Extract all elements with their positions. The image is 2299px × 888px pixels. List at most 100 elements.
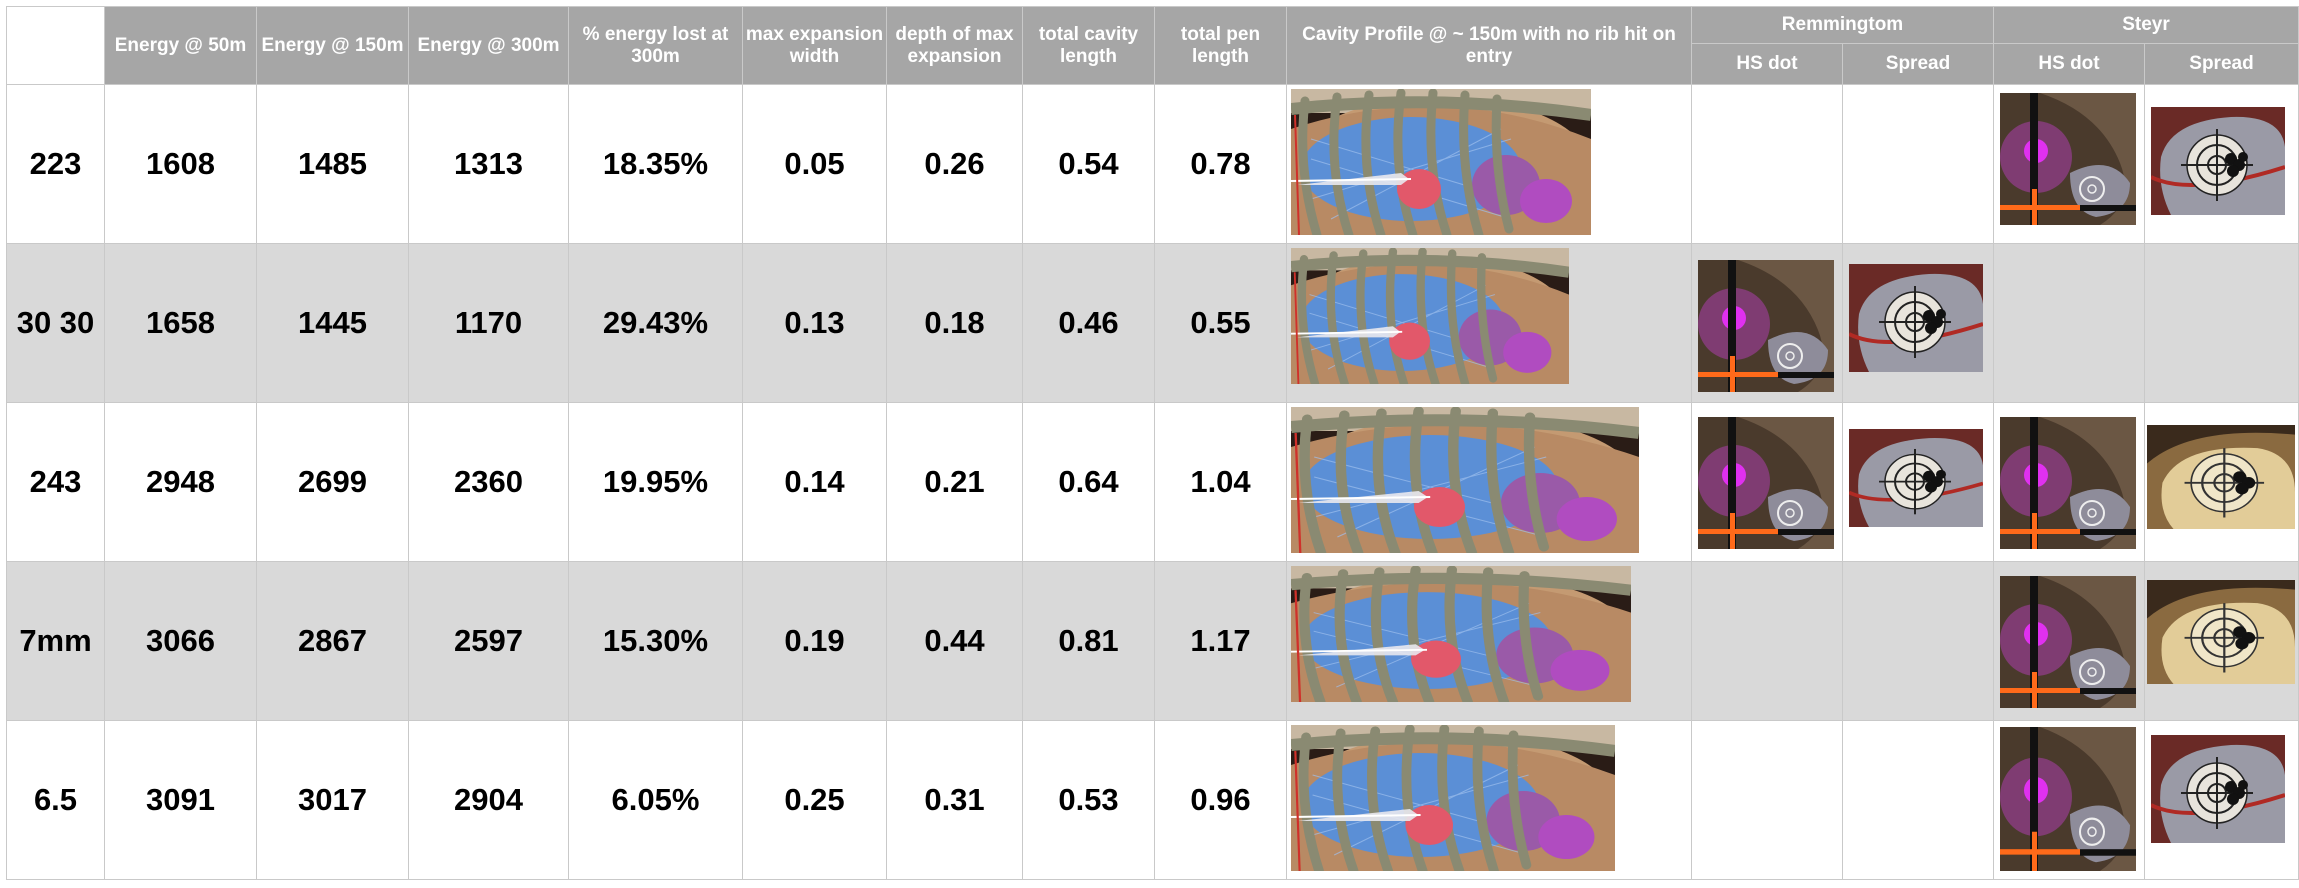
header-total-pen-length[interactable]: total pen length bbox=[1154, 6, 1287, 85]
cell-total-pen-length[interactable]: 0.96 bbox=[1154, 720, 1287, 880]
cell-cavity-profile[interactable] bbox=[1286, 561, 1692, 721]
cell-depth-max-expansion[interactable]: 0.18 bbox=[886, 243, 1023, 403]
spread-target-image[interactable] bbox=[1849, 429, 1983, 527]
cell-steyr-spread[interactable] bbox=[2144, 720, 2299, 880]
cell-energy-50m[interactable]: 3066 bbox=[104, 561, 257, 721]
cell-remington-spread[interactable] bbox=[1842, 243, 1994, 403]
cell-max-expansion-width[interactable]: 0.05 bbox=[742, 84, 887, 244]
cell-energy-300m[interactable]: 2904 bbox=[408, 720, 569, 880]
header-remington-hs-dot[interactable]: HS dot bbox=[1691, 43, 1843, 85]
cell-steyr-hs-dot[interactable] bbox=[1993, 720, 2145, 880]
cell-remington-hs-dot[interactable] bbox=[1691, 561, 1843, 721]
cell-energy-150m[interactable]: 3017 bbox=[256, 720, 409, 880]
header-pct-energy-lost[interactable]: % energy lost at 300m bbox=[568, 6, 743, 85]
cell-total-pen-length[interactable]: 1.17 bbox=[1154, 561, 1287, 721]
cell-total-cavity-length[interactable]: 0.81 bbox=[1022, 561, 1155, 721]
cell-steyr-spread[interactable] bbox=[2144, 561, 2299, 721]
cell-energy-50m[interactable]: 1608 bbox=[104, 84, 257, 244]
header-group-steyr[interactable]: Steyr bbox=[1993, 6, 2299, 44]
cell-steyr-hs-dot[interactable] bbox=[1993, 561, 2145, 721]
cell-pct-lost[interactable]: 6.05% bbox=[568, 720, 743, 880]
header-group-remington[interactable]: Remmingtom bbox=[1691, 6, 1994, 44]
cell-steyr-spread[interactable] bbox=[2144, 84, 2299, 244]
cell-total-cavity-length[interactable]: 0.54 bbox=[1022, 84, 1155, 244]
cavity-profile-image[interactable] bbox=[1291, 725, 1615, 871]
cell-max-expansion-width[interactable]: 0.25 bbox=[742, 720, 887, 880]
header-depth-max-expansion[interactable]: depth of max expansion bbox=[886, 6, 1023, 85]
cell-remington-spread[interactable] bbox=[1842, 84, 1994, 244]
cell-energy-300m[interactable]: 1170 bbox=[408, 243, 569, 403]
cell-remington-spread[interactable] bbox=[1842, 561, 1994, 721]
cell-steyr-hs-dot[interactable] bbox=[1993, 84, 2145, 244]
cavity-profile-image[interactable] bbox=[1291, 248, 1569, 384]
hs-dot-reticle-image[interactable] bbox=[1698, 417, 1834, 549]
cell-total-cavity-length[interactable]: 0.53 bbox=[1022, 720, 1155, 880]
cell-energy-150m[interactable]: 2699 bbox=[256, 402, 409, 562]
cell-total-pen-length[interactable]: 1.04 bbox=[1154, 402, 1287, 562]
header-cavity-profile[interactable]: Cavity Profile @ ~ 150m with no rib hit … bbox=[1286, 6, 1692, 85]
spread-target-image[interactable] bbox=[2147, 425, 2295, 529]
header-energy-300m[interactable]: Energy @ 300m bbox=[408, 6, 569, 85]
cell-remington-hs-dot[interactable] bbox=[1691, 243, 1843, 403]
cell-total-cavity-length[interactable]: 0.46 bbox=[1022, 243, 1155, 403]
cell-energy-300m[interactable]: 2597 bbox=[408, 561, 569, 721]
cell-depth-max-expansion[interactable]: 0.26 bbox=[886, 84, 1023, 244]
cell-pct-lost[interactable]: 18.35% bbox=[568, 84, 743, 244]
cell-energy-150m[interactable]: 2867 bbox=[256, 561, 409, 721]
cell-cavity-profile[interactable] bbox=[1286, 720, 1692, 880]
cell-energy-150m[interactable]: 1445 bbox=[256, 243, 409, 403]
header-remington-spread[interactable]: Spread bbox=[1842, 43, 1994, 85]
spread-target-image[interactable] bbox=[2147, 580, 2295, 684]
cell-max-expansion-width[interactable]: 0.13 bbox=[742, 243, 887, 403]
hs-dot-reticle-image[interactable] bbox=[2000, 417, 2136, 549]
cell-depth-max-expansion[interactable]: 0.31 bbox=[886, 720, 1023, 880]
cell-caliber[interactable]: 30 30 bbox=[6, 243, 105, 403]
cell-remington-spread[interactable] bbox=[1842, 402, 1994, 562]
cell-total-pen-length[interactable]: 0.78 bbox=[1154, 84, 1287, 244]
cell-energy-50m[interactable]: 1658 bbox=[104, 243, 257, 403]
cell-remington-hs-dot[interactable] bbox=[1691, 84, 1843, 244]
header-max-expansion-width[interactable]: max expansion width bbox=[742, 6, 887, 85]
hs-dot-reticle-image[interactable] bbox=[2000, 576, 2136, 708]
corner-cell[interactable] bbox=[6, 6, 105, 85]
cell-energy-50m[interactable]: 2948 bbox=[104, 402, 257, 562]
spread-target-image[interactable] bbox=[2151, 107, 2285, 215]
cell-total-cavity-length[interactable]: 0.64 bbox=[1022, 402, 1155, 562]
cell-energy-50m[interactable]: 3091 bbox=[104, 720, 257, 880]
cell-steyr-hs-dot[interactable] bbox=[1993, 243, 2145, 403]
header-steyr-hs-dot[interactable]: HS dot bbox=[1993, 43, 2145, 85]
cell-max-expansion-width[interactable]: 0.14 bbox=[742, 402, 887, 562]
cell-pct-lost[interactable]: 29.43% bbox=[568, 243, 743, 403]
spread-target-image[interactable] bbox=[2151, 735, 2285, 843]
cell-remington-spread[interactable] bbox=[1842, 720, 1994, 880]
cell-remington-hs-dot[interactable] bbox=[1691, 402, 1843, 562]
cell-total-pen-length[interactable]: 0.55 bbox=[1154, 243, 1287, 403]
cell-caliber[interactable]: 7mm bbox=[6, 561, 105, 721]
cell-energy-150m[interactable]: 1485 bbox=[256, 84, 409, 244]
cell-pct-lost[interactable]: 19.95% bbox=[568, 402, 743, 562]
cell-energy-300m[interactable]: 1313 bbox=[408, 84, 569, 244]
hs-dot-reticle-image[interactable] bbox=[2000, 93, 2136, 225]
header-steyr-spread[interactable]: Spread bbox=[2144, 43, 2299, 85]
cell-cavity-profile[interactable] bbox=[1286, 243, 1692, 403]
cell-depth-max-expansion[interactable]: 0.21 bbox=[886, 402, 1023, 562]
header-energy-150m[interactable]: Energy @ 150m bbox=[256, 6, 409, 85]
hs-dot-reticle-image[interactable] bbox=[1698, 260, 1834, 392]
cavity-profile-image[interactable] bbox=[1291, 566, 1631, 702]
cell-remington-hs-dot[interactable] bbox=[1691, 720, 1843, 880]
cell-pct-lost[interactable]: 15.30% bbox=[568, 561, 743, 721]
cell-caliber[interactable]: 6.5 bbox=[6, 720, 105, 880]
header-energy-50m[interactable]: Energy @ 50m bbox=[104, 6, 257, 85]
cell-steyr-spread[interactable] bbox=[2144, 402, 2299, 562]
cell-depth-max-expansion[interactable]: 0.44 bbox=[886, 561, 1023, 721]
cell-caliber[interactable]: 223 bbox=[6, 84, 105, 244]
cell-energy-300m[interactable]: 2360 bbox=[408, 402, 569, 562]
header-total-cavity-length[interactable]: total cavity length bbox=[1022, 6, 1155, 85]
cavity-profile-image[interactable] bbox=[1291, 407, 1639, 553]
cell-steyr-spread[interactable] bbox=[2144, 243, 2299, 403]
cell-cavity-profile[interactable] bbox=[1286, 84, 1692, 244]
cell-steyr-hs-dot[interactable] bbox=[1993, 402, 2145, 562]
cell-caliber[interactable]: 243 bbox=[6, 402, 105, 562]
spread-target-image[interactable] bbox=[1849, 264, 1983, 372]
cell-cavity-profile[interactable] bbox=[1286, 402, 1692, 562]
